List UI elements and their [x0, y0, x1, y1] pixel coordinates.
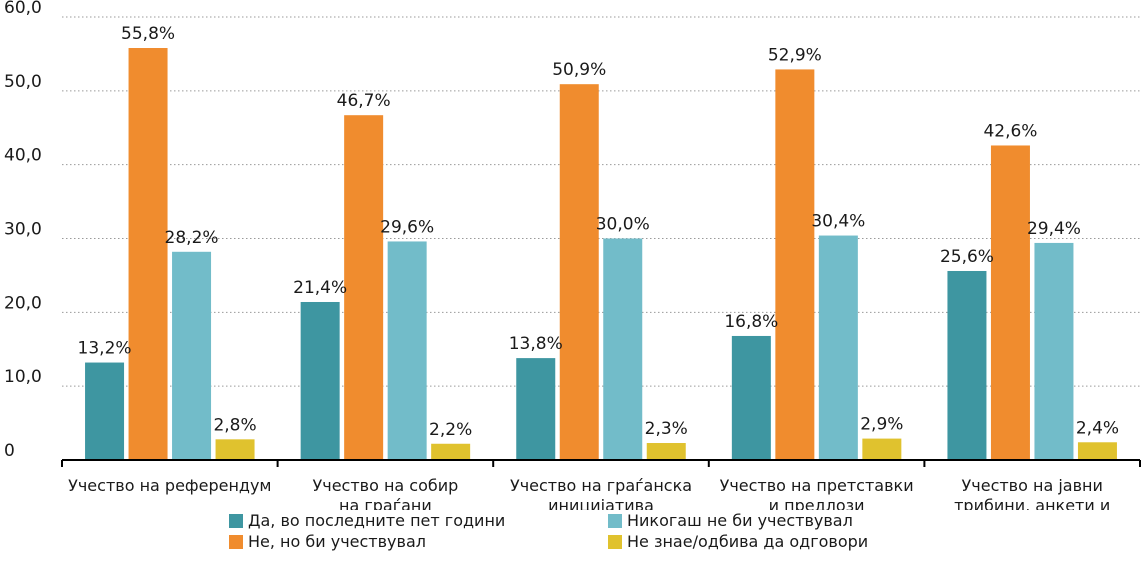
bars [85, 48, 1117, 461]
legend-label: Да, во последните пет години [248, 511, 506, 530]
data-label: 30,4% [811, 212, 865, 232]
y-tick-label: 20,0 [4, 293, 42, 313]
legend: Да, во последните пет години Не, но би у… [229, 511, 929, 571]
data-label: 52,9% [768, 45, 822, 65]
data-label: 42,6% [983, 121, 1037, 141]
y-tick-label: 40,0 [4, 146, 42, 166]
bar [1034, 242, 1074, 460]
bar [947, 270, 987, 460]
category-label: Учество на граѓанска [510, 476, 692, 495]
bar [818, 235, 858, 460]
bar [344, 115, 384, 460]
bar [603, 238, 643, 460]
bar [731, 335, 771, 460]
legend-item-dont-know: Не знае/одбива да одговори [608, 532, 868, 551]
legend-item-no-but-would: Не, но би учествувал [229, 532, 426, 551]
legend-label: Не, но би учествувал [248, 532, 426, 551]
y-tick-label: 50,0 [4, 72, 42, 92]
category-labels: Учество на референдум Учество на собирна … [68, 476, 1110, 510]
category-label: Учество на собир [312, 476, 458, 495]
data-label: 28,2% [165, 228, 219, 248]
category-label: трибини, анкети и [954, 496, 1110, 510]
bar [646, 443, 686, 460]
data-label: 16,8% [724, 312, 778, 332]
bar-chart: 0 10,0 20,0 30,0 40,0 50,0 60,0 13,2% 21,4% 13,8… [4, 0, 1141, 510]
legend-item-yes: Да, во последните пет години [229, 511, 505, 530]
category-label: Учество на претставки [720, 476, 914, 495]
data-label: 30,0% [596, 215, 650, 235]
bar [172, 251, 212, 460]
bar [128, 48, 168, 460]
data-label: 29,4% [1027, 219, 1081, 239]
bar [431, 443, 471, 460]
legend-swatch [229, 534, 243, 549]
data-label: 2,2% [429, 420, 472, 440]
legend-swatch [608, 534, 622, 549]
bar [775, 69, 815, 461]
y-tick-label: 30,0 [4, 220, 42, 240]
data-label: 2,4% [1076, 418, 1119, 438]
y-tick-label: 10,0 [4, 367, 42, 387]
data-label: 2,9% [860, 415, 903, 435]
legend-label: Не знае/одбива да одговори [627, 532, 869, 551]
bar [862, 438, 902, 460]
data-label: 55,8% [121, 24, 175, 44]
data-label: 29,6% [380, 217, 434, 237]
category-label: и предлози [769, 496, 865, 510]
data-label: 2,8% [213, 415, 256, 435]
data-label: 46,7% [337, 91, 391, 111]
data-label: 2,3% [645, 419, 688, 439]
legend-item-never: Никогаш не би учествувал [608, 511, 853, 530]
category-label: Учество на јавни [962, 476, 1103, 495]
data-label: 50,9% [552, 60, 606, 80]
legend-swatch [608, 513, 622, 528]
legend-label: Никогаш не би учествувал [627, 511, 853, 530]
data-label: 13,8% [509, 334, 563, 354]
bar [215, 439, 255, 460]
legend-swatch [229, 513, 243, 528]
data-label: 25,6% [940, 247, 994, 267]
bar [559, 84, 599, 461]
category-label: на граѓани [339, 496, 432, 510]
bar [387, 241, 427, 460]
bar [516, 358, 556, 460]
x-axis [61, 459, 1141, 467]
y-axis-ticks: 0 10,0 20,0 30,0 40,0 50,0 60,0 [4, 0, 42, 461]
data-label: 21,4% [293, 278, 347, 298]
category-label: Учество на референдум [68, 476, 271, 495]
bar [85, 362, 125, 460]
category-label: иницијатива [548, 496, 654, 510]
data-labels: 13,2% 21,4% 13,8% 16,8% 25,6% 55,8% 46,7% 50,9%… [78, 24, 1120, 440]
data-label: 13,2% [78, 339, 132, 359]
y-tick-label: 60,0 [4, 0, 42, 18]
bar [1077, 442, 1117, 460]
y-tick-label: 0 [4, 441, 15, 461]
bar [990, 145, 1030, 460]
bar [300, 301, 340, 460]
